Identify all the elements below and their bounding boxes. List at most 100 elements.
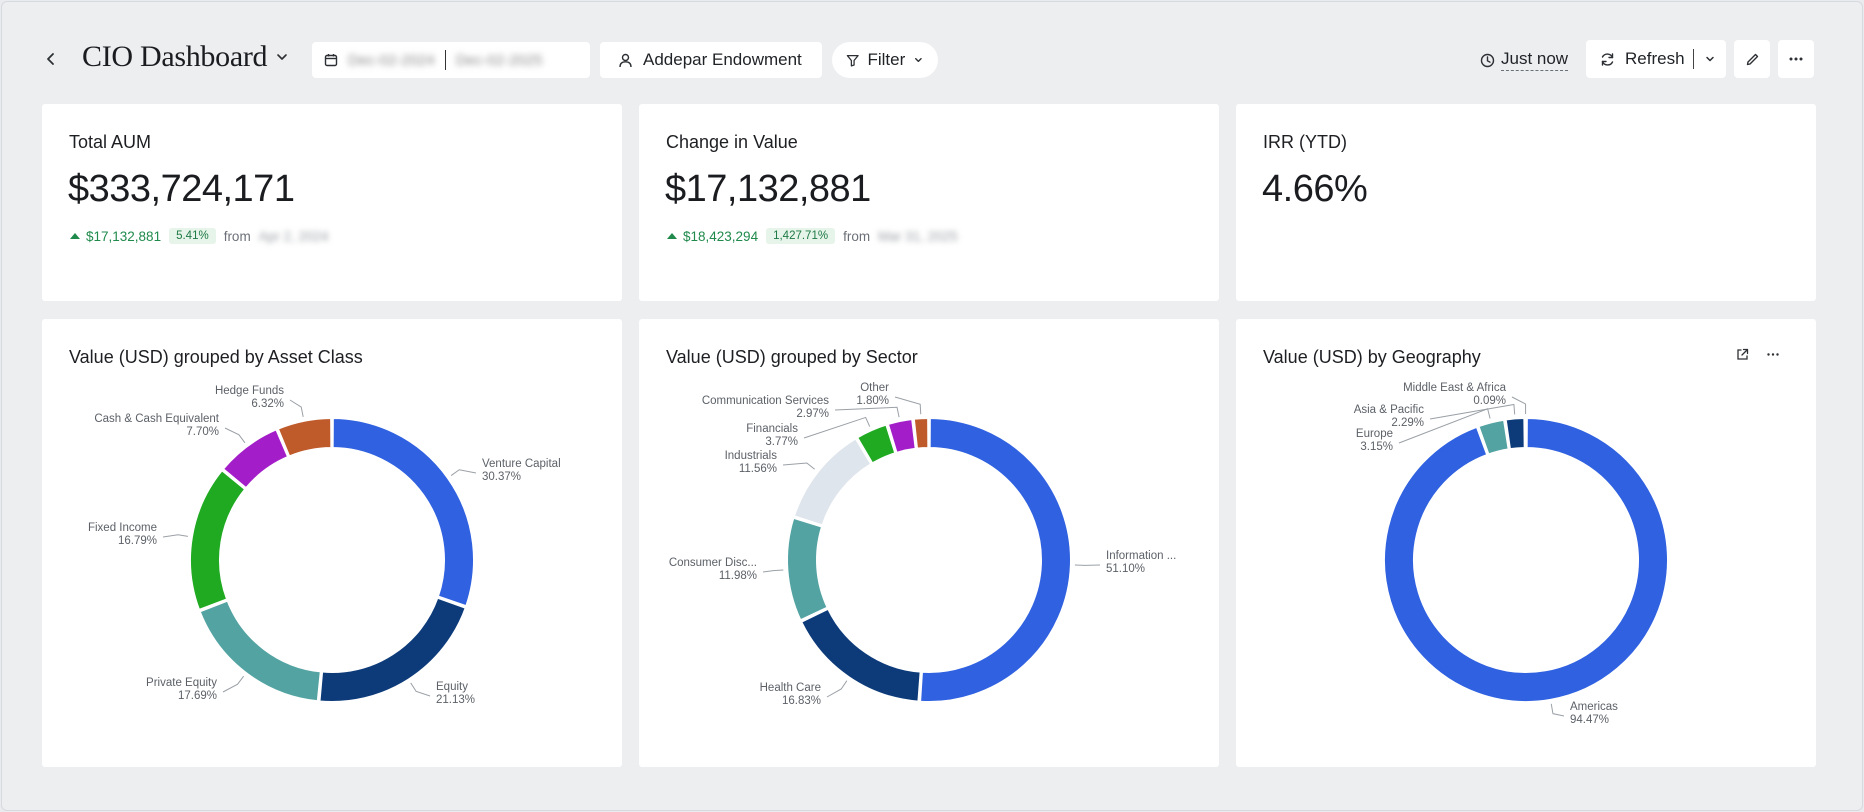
donut-slice-equity[interactable] [318, 596, 467, 703]
filter-icon [846, 54, 859, 67]
expand-button[interactable] [1733, 345, 1751, 363]
refresh-control: Refresh [1586, 40, 1726, 78]
pencil-icon [1746, 53, 1758, 65]
donut-slice-industrials[interactable] [792, 437, 873, 527]
slice-value: 3.77% [765, 436, 798, 448]
donut-slice-private-equity[interactable] [198, 599, 322, 703]
up-arrow-icon [667, 233, 677, 239]
chevron-down-icon [1706, 56, 1714, 62]
slice-value: 7.70% [186, 426, 219, 438]
kpi-value: 4.66% [1262, 168, 1368, 210]
entity-selector[interactable]: Addepar Endowment [600, 42, 822, 78]
chart-card-asset-class: Value (USD) grouped by Asset Class Ventu… [42, 319, 622, 767]
kpi-card-change-in-value: Change in Value $17,132,881 $18,423,294 … [639, 104, 1219, 301]
slice-value: 94.47% [1570, 714, 1609, 726]
slice-label: Venture Capital [482, 458, 561, 470]
slice-value: 6.32% [251, 398, 284, 410]
back-button[interactable] [40, 48, 62, 70]
donut-slice-communication-services[interactable] [886, 417, 917, 455]
donut-slice-information[interactable] [919, 416, 1072, 703]
leader-line [450, 469, 477, 476]
slice-value: 16.79% [118, 535, 157, 547]
kpi-change-value: $18,423,294 [683, 228, 759, 244]
leader-line [1429, 403, 1516, 420]
slice-label: Information ... [1106, 550, 1176, 562]
edit-button[interactable] [1734, 40, 1770, 78]
kpi-value: $17,132,881 [665, 168, 871, 210]
kpi-value: $333,724,171 [68, 168, 295, 210]
donut-slice-health-care[interactable] [799, 607, 922, 703]
kpi-from-date: Mar 31, 2025 [878, 228, 958, 244]
chart-card-sector: Value (USD) grouped by Sector Informatio… [639, 319, 1219, 767]
refresh-label: Refresh [1625, 49, 1685, 68]
slice-label: Communication Services [702, 395, 829, 407]
donut-slice-consumer-disc[interactable] [786, 516, 829, 622]
leader-line [834, 406, 900, 418]
slice-value: 16.83% [782, 695, 821, 707]
date-divider [444, 50, 446, 70]
kpi-card-irr: IRR (YTD) 4.66% [1236, 104, 1816, 301]
leader-line [289, 399, 304, 417]
slice-label: Americas [1570, 701, 1618, 713]
up-arrow-icon [70, 233, 80, 239]
chart-title: Value (USD) grouped by Sector [666, 347, 918, 367]
chevron-down-icon [915, 57, 922, 63]
entity-label: Addepar Endowment [643, 50, 802, 69]
slice-value: 3.15% [1360, 441, 1393, 453]
donut-slice-americas[interactable] [1383, 416, 1669, 703]
slice-value: 2.29% [1391, 417, 1424, 429]
slice-label: Consumer Disc... [669, 557, 757, 569]
title-dropdown[interactable]: CIO Dashboard [82, 40, 289, 74]
kpi-change-row: $17,132,881 5.41% from Apr 2, 2024 [70, 228, 329, 244]
slice-label: Private Equity [146, 677, 217, 689]
kpi-change-badge: 5.41% [169, 228, 216, 244]
refresh-options-dropdown[interactable] [1694, 53, 1726, 65]
donut-slice-venture-capital[interactable] [331, 416, 475, 608]
more-horizontal-icon [1789, 57, 1803, 61]
chart-more-button[interactable] [1764, 345, 1782, 363]
filter-button[interactable]: Filter [832, 42, 938, 78]
donut-slice-other[interactable] [912, 416, 930, 450]
chart-title: Value (USD) grouped by Asset Class [69, 347, 363, 367]
slice-value: 51.10% [1106, 563, 1145, 575]
kpi-change-row: $18,423,294 1,427.71% from Mar 31, 2025 [667, 228, 958, 244]
donut-slice-middle-east-africa[interactable] [1524, 416, 1528, 450]
slice-label: Industrials [725, 450, 778, 462]
leader-line [826, 680, 848, 698]
donut-slice-europe[interactable] [1477, 418, 1510, 456]
person-icon [619, 53, 632, 67]
leader-line [162, 534, 189, 538]
last-updated[interactable]: Just now [1480, 46, 1569, 74]
leader-line [782, 462, 815, 470]
slice-label: Middle East & Africa [1403, 382, 1507, 394]
kpi-from-label: from [843, 228, 871, 244]
more-options-button[interactable] [1778, 40, 1814, 78]
last-updated-text: Just now [1501, 49, 1569, 71]
leader-line [1511, 396, 1527, 415]
refresh-divider [1693, 49, 1694, 69]
slice-value: 11.98% [719, 570, 757, 582]
kpi-title: IRR (YTD) [1263, 132, 1347, 152]
date-range-picker[interactable]: Dec-02-2024 Dec-02-2025 [312, 42, 590, 78]
dashboard-header: CIO Dashboard Dec-02-2024 Dec-02-2025 Ad… [0, 0, 1864, 110]
donut-slice-hedge-funds[interactable] [276, 416, 333, 458]
refresh-icon [1601, 52, 1614, 66]
filter-label: Filter [867, 50, 906, 69]
slice-label: Health Care [760, 682, 821, 694]
slice-value: 11.56% [739, 463, 777, 475]
refresh-button[interactable]: Refresh [1586, 49, 1693, 69]
leader-line [894, 396, 922, 415]
chevron-down-icon [277, 54, 288, 60]
leader-line [224, 427, 246, 444]
donut-slice-financials[interactable] [855, 423, 897, 465]
kpi-from-label: from [223, 228, 251, 244]
slice-label: Hedge Funds [215, 385, 284, 397]
kpi-card-total-aum: Total AUM $333,724,171 $17,132,881 5.41%… [42, 104, 622, 301]
slice-value: 30.37% [482, 471, 521, 483]
kpi-title: Total AUM [69, 132, 152, 152]
donut-slice-cash-cash-equivalent[interactable] [221, 428, 290, 490]
donut-slice-asia-pacific[interactable] [1504, 416, 1526, 451]
donut-slice-fixed-income[interactable] [189, 468, 247, 612]
